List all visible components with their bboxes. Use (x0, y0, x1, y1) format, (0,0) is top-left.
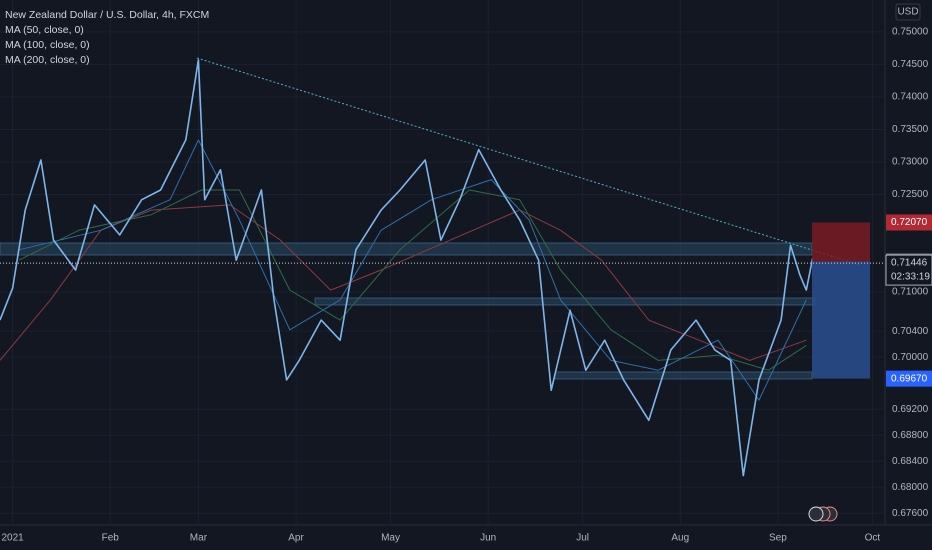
x-tick-label: Apr (288, 533, 304, 544)
series-line (18, 139, 807, 401)
chart-title: New Zealand Dollar / U.S. Dollar, 4h, FX… (5, 9, 209, 21)
x-tick-label: May (381, 533, 400, 544)
y-tick-label: 0.73500 (892, 124, 929, 135)
grid (0, 0, 885, 525)
legend-entry: MA (200, close, 0) (5, 54, 90, 66)
legend: New Zealand Dollar / U.S. Dollar, 4h, FX… (5, 9, 209, 66)
y-tick-label: 0.74000 (892, 92, 929, 103)
y-tick-label: 0.68000 (892, 482, 929, 493)
axes: 0.75000 0.74500 0.74000 0.73500 0.73000 0.725… (1, 27, 932, 544)
series-line (18, 189, 807, 371)
price-label-box (885, 254, 932, 286)
y-tick-label: 0.70000 (892, 352, 929, 363)
zone (314, 297, 816, 306)
x-tick-label: Aug (671, 533, 689, 544)
y-tick-label: 0.69200 (892, 404, 929, 415)
y-tick-label: 0.72500 (892, 189, 929, 200)
price-label-box (886, 370, 932, 387)
y-tick-label: 0.73000 (892, 157, 929, 168)
y-tick-label: 0.67600 (892, 508, 929, 519)
y-tick-label: 0.68800 (892, 430, 929, 441)
x-tick-label: Jun (480, 533, 496, 544)
y-tick-label: 0.68400 (892, 456, 929, 467)
position-box (812, 261, 870, 379)
currency-box (895, 3, 921, 21)
y-tick-label: 0.71000 (892, 287, 929, 298)
price-label: 0.72070 (891, 217, 928, 228)
currency: USD (897, 7, 918, 18)
zone (554, 371, 813, 380)
position-box (812, 222, 870, 262)
legend-entry: MA (100, close, 0) (5, 39, 90, 51)
replay-icons[interactable] (808, 506, 838, 522)
y-tick-label: 0.70400 (892, 326, 929, 337)
legend-entry: MA (50, close, 0) (5, 24, 84, 36)
x-tick-label: Feb (102, 533, 120, 544)
price-label-box (886, 214, 932, 231)
plot (0, 59, 885, 477)
x-tick-label: Mar (190, 533, 208, 544)
y-tick-label: 0.75000 (892, 27, 929, 38)
x-tick-label: 2021 (1, 533, 24, 544)
x-tick-label: Sep (769, 533, 787, 544)
price-label: 0.69670 (891, 373, 928, 384)
x-tick-label: Jul (576, 533, 589, 544)
icon[interactable] (808, 506, 824, 522)
countdown: 02:33:19 (891, 272, 930, 283)
price-label: 0.71446 (891, 258, 928, 269)
x-tick-label: Oct (865, 533, 881, 544)
y-tick-label: 0.74500 (892, 59, 929, 70)
series-line (0, 59, 814, 477)
